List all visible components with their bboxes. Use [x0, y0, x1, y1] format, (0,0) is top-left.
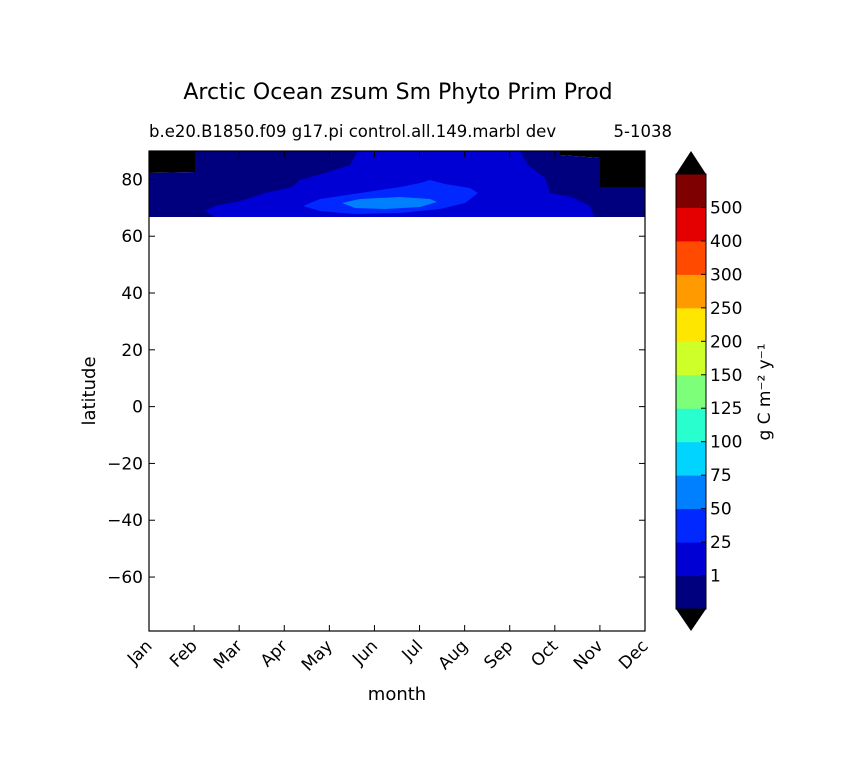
x-tick-label: Apr — [257, 636, 292, 671]
x-tick-label: Nov — [570, 636, 608, 674]
colorbar-segment — [676, 508, 706, 543]
x-tick-label: Feb — [166, 636, 201, 671]
colorbar-tick-label: 125 — [710, 399, 742, 419]
chart-subtitle-left: b.e20.B1850.f09 g17.pi control.all.149.m… — [149, 122, 556, 141]
plot-area: 80 60 40 20 0 −20 −40 −60 Jan Feb Mar Apr May Jun Jul… — [107, 150, 653, 675]
y-tick-label: 80 — [121, 170, 143, 190]
contour-under-dec — [560, 151, 645, 187]
no-data-region — [149, 219, 645, 631]
y-axis-label: latitude — [79, 356, 100, 425]
contour-fill — [149, 151, 645, 631]
colorbar-segment — [676, 542, 706, 577]
colorbar-segment — [676, 240, 706, 275]
colorbar-tick-label: 400 — [710, 232, 742, 252]
x-tick-label: Mar — [210, 636, 247, 673]
contour-level-2 — [205, 151, 594, 217]
x-tick-label: Aug — [435, 636, 473, 674]
colorbar-segment — [676, 374, 706, 409]
colorbar-tick-label: 25 — [710, 533, 732, 553]
colorbar-tick-label: 300 — [710, 265, 742, 285]
colorbar-tick-label: 75 — [710, 466, 732, 486]
x-tick-label: May — [298, 636, 337, 675]
x-axis-label: month — [368, 684, 426, 705]
x-tick-label: Jun — [348, 636, 382, 670]
y-tick-label: 60 — [121, 227, 143, 247]
colorbar-under-extension — [676, 609, 706, 631]
colorbar-tick-label: 250 — [710, 299, 742, 319]
chart-subtitle-right: 5-1038 — [614, 122, 672, 141]
colorbar-frame — [675, 173, 707, 610]
y-tick-label: −20 — [107, 454, 143, 474]
contour-under-jan — [149, 151, 195, 173]
colorbar-segment — [676, 207, 706, 242]
colorbar-segment — [676, 174, 706, 208]
chart-title: Arctic Ocean zsum Sm Phyto Prim Prod — [183, 80, 612, 105]
contour-level-4 — [342, 197, 437, 209]
colorbar-segment — [676, 475, 706, 510]
y-axis: 80 60 40 20 0 −20 −40 −60 — [107, 170, 645, 588]
y-tick-label: −40 — [107, 511, 143, 531]
colorbar-segment — [676, 274, 706, 309]
colorbar-tick-label: 1 — [710, 567, 721, 587]
colorbar-segment — [676, 341, 706, 376]
y-tick-label: 20 — [121, 341, 143, 361]
colorbar-segment — [676, 307, 706, 342]
x-tick-label: Oct — [527, 636, 562, 671]
x-tick-label: Sep — [480, 636, 517, 673]
y-tick-label: 0 — [132, 398, 143, 418]
colorbar-segment — [676, 408, 706, 443]
colorbar-tick-label: 50 — [710, 500, 732, 520]
x-tick-label: Jul — [398, 636, 427, 665]
colorbar-segment — [676, 441, 706, 476]
x-tick-label: Dec — [615, 636, 652, 673]
colorbar-label: g C m⁻² y⁻¹ — [755, 343, 775, 440]
colorbar-tick-label: 100 — [710, 433, 742, 453]
plot-frame — [148, 150, 646, 632]
colorbar-segment — [676, 575, 706, 610]
x-tick-label: Jan — [123, 636, 156, 669]
colorbar-tick-label: 500 — [710, 198, 742, 218]
contour-level-3 — [303, 180, 478, 214]
colorbar-tick-label: 200 — [710, 332, 742, 352]
colorbar-tick-label: 150 — [710, 366, 742, 386]
y-tick-label: 40 — [121, 284, 143, 304]
colorbar-over-extension — [676, 151, 706, 174]
y-tick-label: −60 — [107, 568, 143, 588]
